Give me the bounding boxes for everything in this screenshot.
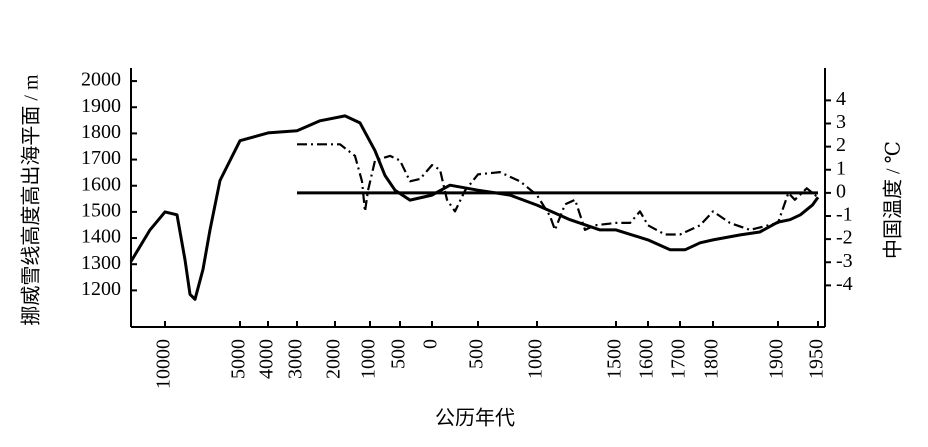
y2-tick-label: -3 — [836, 250, 853, 272]
x-tick-label: 4000 — [256, 339, 278, 379]
x-tick-label: 1950 — [806, 339, 828, 379]
x-tick-label: 1600 — [636, 339, 658, 379]
x-tick-label: 5000 — [228, 339, 250, 379]
y-axis-title: 挪威雪线高度高出海平面 / m — [20, 74, 43, 326]
x-tick-label: 3000 — [285, 339, 307, 379]
y2-tick-label: 4 — [836, 88, 846, 110]
y2-tick-label: 2 — [836, 134, 846, 156]
y-tick-label: 1200 — [81, 278, 121, 300]
x-tick-label: 1000 — [358, 339, 380, 379]
y2-tick-label: -1 — [836, 204, 853, 226]
x-tick-label: 0 — [420, 339, 442, 349]
y2-tick-label: 3 — [836, 111, 846, 133]
x-tick-label: 2000 — [323, 339, 345, 379]
x-tick-label: 1700 — [668, 339, 690, 379]
y-tick-label: 1600 — [81, 173, 121, 195]
data-line — [297, 143, 819, 236]
y-tick-label: 1300 — [81, 252, 121, 274]
x-tick-label: 500 — [388, 339, 410, 369]
x-tick-label: 500 — [466, 339, 488, 369]
y2-tick-label: -4 — [836, 273, 853, 295]
x-tick-label: 1000 — [525, 339, 547, 379]
y-tick-label: 1500 — [81, 199, 121, 221]
x-tick-label: 1900 — [766, 339, 788, 379]
y-tick-label: 1400 — [81, 226, 121, 248]
y-tick-label: 1700 — [81, 147, 121, 169]
x-axis-title: 公历年代 — [435, 407, 515, 430]
y2-tick-label: 0 — [836, 180, 846, 202]
y-tick-label: 1800 — [81, 121, 121, 143]
x-tick-label: 1500 — [604, 339, 626, 379]
x-tick-label: 10000 — [153, 339, 175, 389]
y-tick-label: 1900 — [81, 95, 121, 117]
y-tick-label: 2000 — [81, 69, 121, 91]
y2-axis-title: 中国温度 / ℃ — [882, 141, 905, 259]
x-tick-label: 1800 — [701, 339, 723, 379]
data-line — [129, 114, 820, 301]
y2-tick-label: -2 — [836, 227, 853, 249]
y2-tick-label: 1 — [836, 157, 846, 179]
